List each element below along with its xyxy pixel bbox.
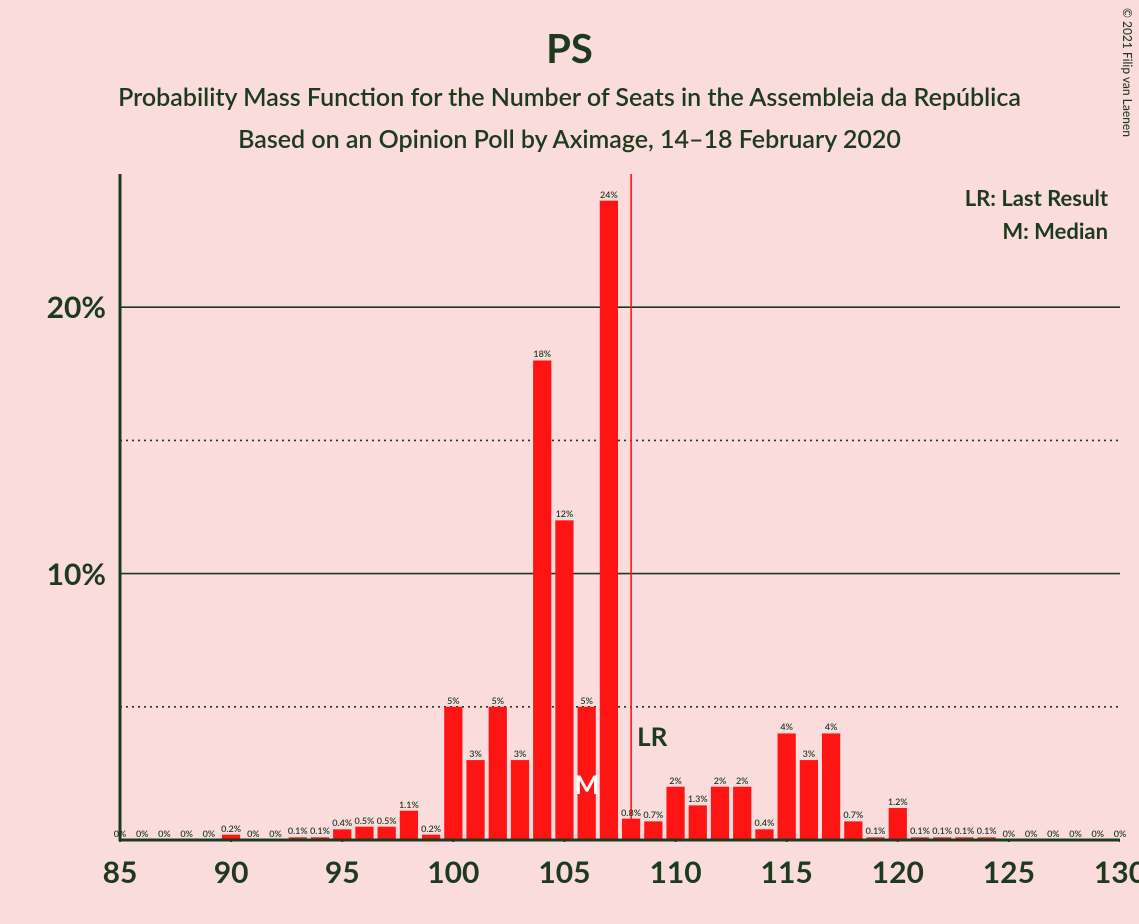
bar-value-label: 0.1%	[310, 825, 330, 836]
bar-value-label: 0.2%	[221, 823, 241, 834]
bar-value-label: 0.1%	[932, 825, 952, 836]
bar-value-label: 1.3%	[688, 793, 708, 804]
x-tick-label: 115	[761, 854, 813, 890]
bar-value-label: 0%	[269, 828, 282, 839]
bar-value-label: 1.1%	[399, 799, 419, 810]
bar-value-label: 0%	[1025, 828, 1038, 839]
bar-value-label: 0.5%	[355, 815, 375, 826]
bar-value-label: 4%	[780, 721, 793, 732]
bar-value-label: 0.7%	[643, 809, 663, 820]
bar-value-label: 0.1%	[955, 825, 975, 836]
median-marker-label: M	[575, 768, 600, 800]
chart-title: PS	[0, 24, 1139, 72]
bar-value-label: 2%	[714, 775, 727, 786]
x-tick-label: 125	[983, 854, 1035, 890]
x-tick-label: 100	[427, 854, 479, 890]
bar-value-label: 0%	[158, 828, 171, 839]
y-tick-label: 20%	[47, 289, 106, 325]
bar-value-label: 0.1%	[910, 825, 930, 836]
copyright-text: © 2021 Filip van Laenen	[1120, 8, 1135, 137]
x-tick-label: 110	[649, 854, 701, 890]
x-tick-label: 130	[1094, 854, 1139, 890]
bar-value-label: 5%	[492, 695, 505, 706]
chart-subtitle-1: Probability Mass Function for the Number…	[0, 82, 1139, 112]
bar-value-label: 24%	[600, 189, 618, 200]
plot-area: LR: Last Result M: Median 85909510010511…	[112, 174, 1120, 840]
legend-median: M: Median	[965, 217, 1108, 244]
bar-value-label: 0%	[1003, 828, 1016, 839]
bar-value-label: 0%	[1092, 828, 1105, 839]
x-tick-label: 120	[872, 854, 924, 890]
bar-value-label: 0%	[1047, 828, 1060, 839]
lr-marker-label: LR	[637, 720, 667, 752]
chart-subtitle-2: Based on an Opinion Poll by Aximage, 14–…	[0, 124, 1139, 154]
bar-value-label: 0.4%	[755, 817, 775, 828]
bar-value-label: 0%	[1069, 828, 1082, 839]
bar-value-label: 4%	[825, 721, 838, 732]
legend-lr: LR: Last Result	[965, 184, 1108, 211]
bar-value-label: 2%	[669, 775, 682, 786]
x-tick-label: 90	[214, 854, 249, 890]
y-tick-label: 10%	[47, 556, 106, 592]
bar-value-label: 0%	[247, 828, 260, 839]
bar-value-label: 1.2%	[888, 796, 908, 807]
bar-value-label: 0%	[114, 828, 127, 839]
bar-value-label: 3%	[514, 748, 527, 759]
legend: LR: Last Result M: Median	[965, 184, 1108, 244]
bar-value-label: 0%	[136, 828, 149, 839]
x-tick-label: 85	[103, 854, 138, 890]
bar-value-label: 0%	[203, 828, 216, 839]
bar-value-label: 0.2%	[421, 823, 441, 834]
bar-value-label: 0.4%	[332, 817, 352, 828]
bar-value-label: 3%	[803, 748, 816, 759]
x-tick-label: 95	[325, 854, 360, 890]
bar-value-label: 12%	[556, 508, 574, 519]
x-tick-label: 105	[538, 854, 590, 890]
bar-value-label: 0.5%	[377, 815, 397, 826]
bar-value-label: 5%	[580, 695, 593, 706]
bar-value-label: 2%	[736, 775, 749, 786]
bar-value-label: 0.8%	[621, 807, 641, 818]
bar-value-label: 5%	[447, 695, 460, 706]
bar-value-label: 0.1%	[288, 825, 308, 836]
bar-value-label: 18%	[533, 348, 551, 359]
bar-value-label: 0.7%	[843, 809, 863, 820]
bar-value-label: 0%	[180, 828, 193, 839]
bar-value-label: 0.1%	[977, 825, 997, 836]
bar-value-label: 0.1%	[866, 825, 886, 836]
plot-svg	[112, 174, 1120, 842]
bar-value-label: 3%	[469, 748, 482, 759]
bar-value-label: 0%	[1114, 828, 1127, 839]
